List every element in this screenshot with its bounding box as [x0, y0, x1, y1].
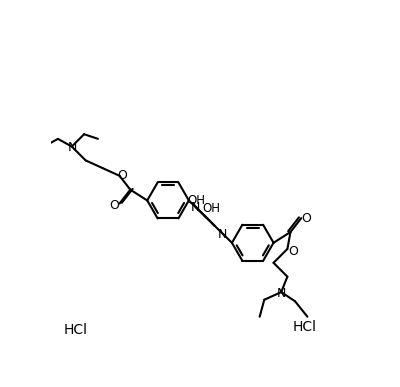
Text: HCl: HCl: [64, 323, 88, 337]
Text: N: N: [276, 287, 286, 300]
Text: O: O: [118, 168, 128, 182]
Text: HCl: HCl: [293, 320, 317, 334]
Text: N: N: [218, 228, 227, 241]
Text: N: N: [68, 141, 77, 154]
Text: O: O: [289, 245, 298, 258]
Text: O: O: [301, 212, 311, 224]
Text: N: N: [190, 201, 200, 214]
Text: O: O: [109, 199, 119, 212]
Text: OH: OH: [188, 194, 206, 207]
Text: OH: OH: [203, 202, 221, 215]
